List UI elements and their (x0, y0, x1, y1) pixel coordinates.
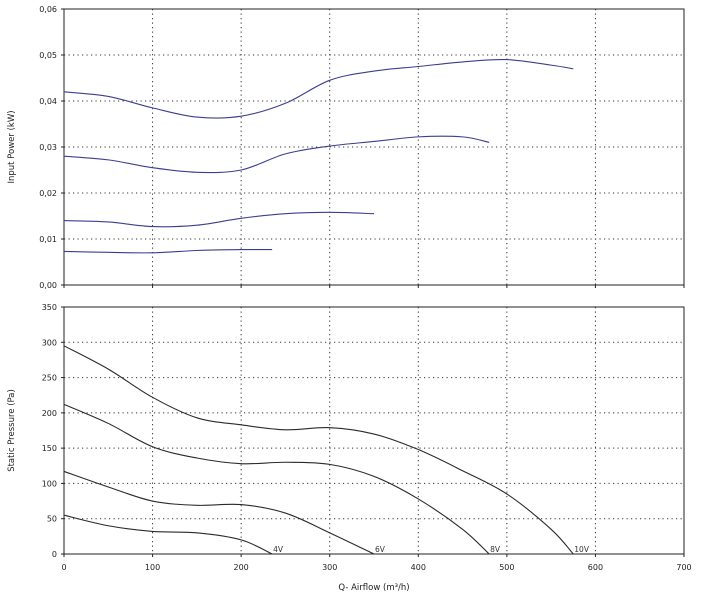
series-line-3 (63, 211, 375, 228)
input-power-panel: 0,00 0,01 0,02 0,03 0,04 0,05 0,06 Input Power … (7, 5, 685, 290)
y-tick-label: 100 (42, 479, 57, 488)
curve-label-10v: 10V (574, 545, 590, 554)
curve-label-8v: 8V (490, 545, 501, 554)
y-tick-label: 0,05 (39, 51, 57, 60)
y-tick-label: 0,02 (39, 189, 57, 198)
x-tick-label: 0 (61, 563, 66, 572)
x-tick-label: 300 (322, 563, 337, 572)
y-tick-label: 350 (42, 303, 57, 312)
curve-label-6v: 6V (375, 545, 386, 554)
series-line-4v (63, 514, 273, 555)
x-tick-label: 200 (234, 563, 249, 572)
series-line-2 (63, 135, 490, 174)
y-tick-label: 150 (42, 444, 57, 453)
y-axis-title: Static Pressure (Pa) (7, 389, 17, 472)
y-axis-title: Input Power (kW) (7, 110, 17, 183)
x-tick-label: 100 (145, 563, 160, 572)
x-tick-label: 600 (588, 563, 603, 572)
y-tick-label: 50 (47, 515, 57, 524)
y-tick-label: 0,00 (39, 281, 57, 290)
series-line-4 (63, 248, 273, 254)
series-line-10v (63, 345, 574, 555)
series-line-1 (63, 58, 574, 119)
x-axis-title: Q- Airflow (m³/h) (338, 583, 409, 593)
x-tick-label: 500 (499, 563, 514, 572)
x-tick-label: 700 (676, 563, 691, 572)
y-tick-label: 0,04 (39, 97, 57, 106)
x-tick-label: 400 (411, 563, 426, 572)
y-tick-label: 0,01 (39, 235, 57, 244)
y-tick-label: 200 (42, 409, 57, 418)
curve-label-4v: 4V (273, 545, 284, 554)
y-tick-label: 300 (42, 338, 57, 347)
static-pressure-panel: 0 100 200 300 400 500 600 700 0 50 100 150 200 250 300… (7, 303, 692, 593)
y-tick-label: 0,03 (39, 143, 57, 152)
y-tick-label: 250 (42, 374, 57, 383)
y-tick-label: 0,06 (39, 5, 57, 14)
y-tick-label: 0 (52, 550, 57, 559)
series-line-8v (63, 403, 490, 555)
plot-frame (63, 306, 685, 555)
series-line-6v (63, 470, 375, 555)
